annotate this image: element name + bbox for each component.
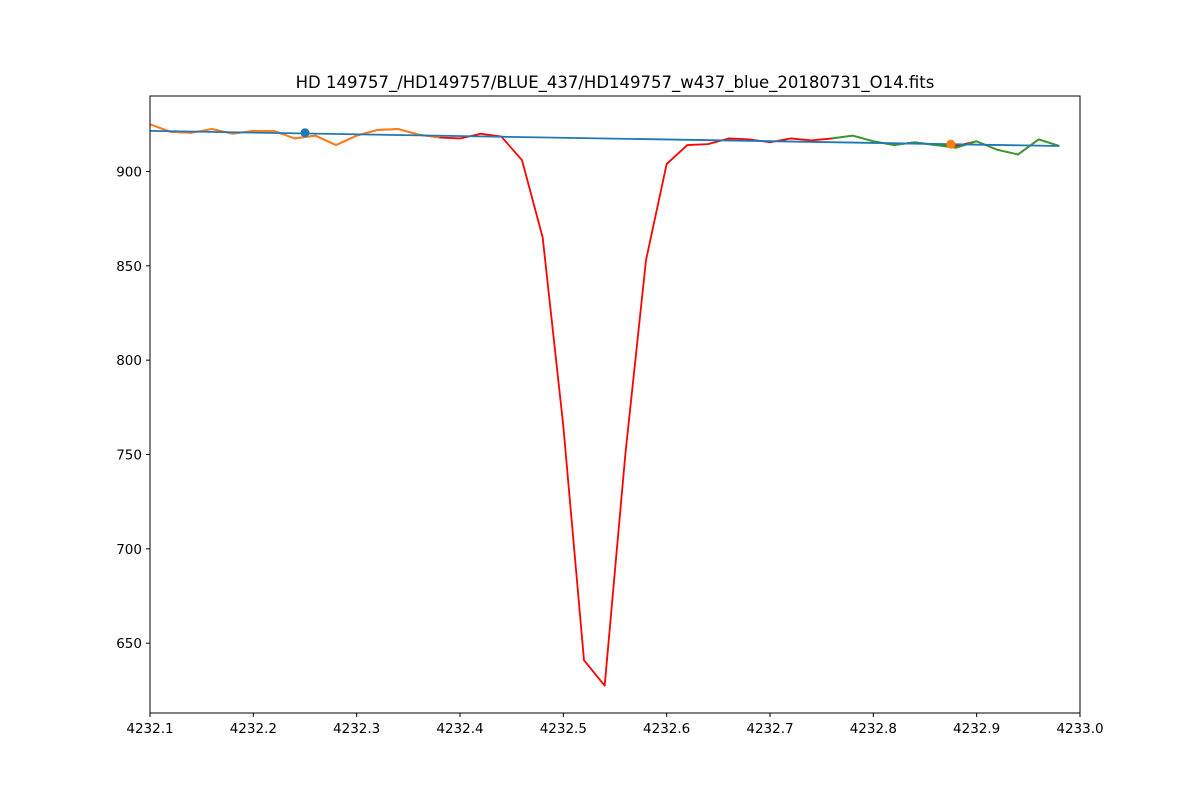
spectrum-line [150, 123, 1060, 687]
plot-area-frame [149, 95, 1081, 714]
x-tick-label: 4232.2 [230, 721, 277, 737]
x-tick-label: 4232.1 [126, 721, 173, 737]
x-tick-label: 4232.4 [436, 721, 483, 737]
y-tick-label: 850 [116, 259, 142, 275]
x-tick-label: 4232.5 [540, 721, 587, 737]
continuum-fit-line [150, 130, 1060, 147]
x-tick-label: 4232.7 [746, 721, 793, 737]
x-tick-label: 4232.6 [643, 721, 690, 737]
right-continuum-line [831, 134, 1060, 156]
y-tick-label: 900 [116, 164, 142, 180]
chart-title: HD 149757_/HD149757/BLUE_437/HD149757_w4… [296, 73, 935, 93]
x-tick-label: 4233.0 [1056, 721, 1103, 737]
y-tick-label: 800 [116, 353, 142, 369]
marker-point-1 [300, 128, 310, 138]
x-tick-label: 4232.3 [333, 721, 380, 737]
x-tick-label: 4232.8 [850, 721, 897, 737]
x-axis: 4232.1 4232.2 4232.3 4232.4 4232.5 4232.6 4232… [126, 713, 1104, 737]
x-tick-label: 4232.9 [953, 721, 1000, 737]
marker-point-2 [946, 139, 956, 149]
y-tick-label: 700 [116, 542, 142, 558]
y-tick-label: 650 [116, 636, 142, 652]
y-axis: 650 700 750 800 850 900 [116, 164, 150, 652]
y-tick-label: 750 [116, 448, 142, 464]
